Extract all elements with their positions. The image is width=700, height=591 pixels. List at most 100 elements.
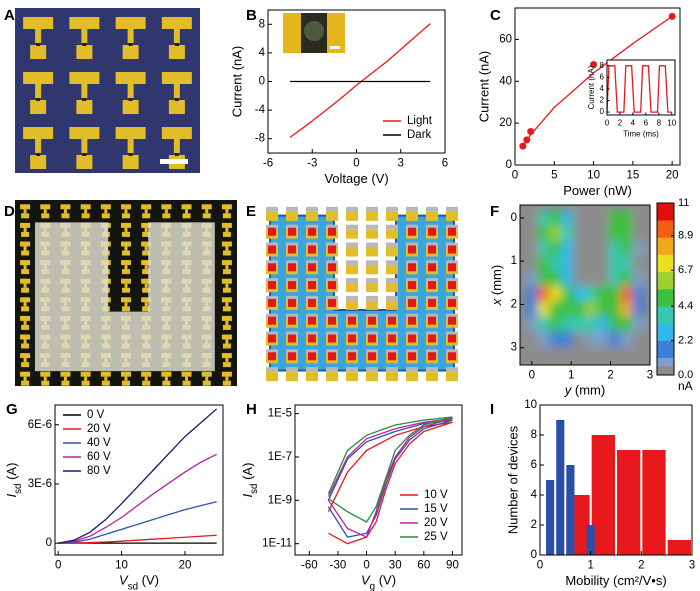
heat-cell [549, 301, 562, 317]
pad [20, 222, 31, 228]
photo-bg [15, 8, 200, 173]
y-axis-label-part: sd [249, 484, 260, 494]
pad [266, 211, 278, 221]
inset-photo-scale [330, 46, 340, 49]
pad-top [406, 206, 418, 212]
pad [115, 17, 146, 29]
pad-top [326, 349, 338, 355]
heat-cell [585, 210, 598, 227]
pad [446, 372, 458, 382]
series-line [327, 419, 453, 538]
pad [20, 260, 31, 266]
y-tick-label: 0 [46, 537, 52, 549]
lit-pixel [408, 263, 416, 272]
pad-top [406, 313, 418, 319]
pad [121, 371, 131, 377]
pad-top [406, 295, 418, 301]
heat-cell [561, 225, 574, 242]
pad [100, 204, 111, 210]
pad [225, 283, 229, 288]
pad-top [386, 331, 398, 337]
pad [101, 213, 110, 219]
pad [221, 222, 232, 228]
panel-label: C [490, 7, 501, 24]
lit-pixel [348, 352, 356, 361]
pad [346, 265, 358, 275]
series-line [289, 23, 431, 138]
pad [142, 380, 151, 386]
pad-top [266, 367, 278, 373]
colorbar-tick-label: 4.4 [678, 300, 693, 312]
bar [642, 450, 666, 555]
pad-top [266, 224, 278, 230]
pad [122, 306, 130, 312]
heatmap [520, 205, 650, 365]
colorbar-band [657, 271, 674, 290]
pad [121, 204, 131, 210]
y-tick-label: 0 [600, 107, 605, 116]
pad [81, 84, 88, 98]
pad [222, 380, 231, 386]
pad-top [326, 313, 338, 319]
panel-label: A [4, 7, 15, 24]
pad [104, 209, 108, 214]
heat-cell [585, 270, 598, 287]
lit-pixel [268, 245, 276, 254]
lit-pixel [448, 227, 456, 236]
heat-cell [620, 301, 633, 317]
pad-top [326, 295, 338, 301]
plot-frame [514, 7, 681, 166]
pad [115, 72, 146, 84]
pad [124, 246, 128, 251]
pad-top [286, 349, 298, 355]
y-tick-label: 6 [531, 459, 537, 471]
pad [225, 246, 229, 251]
lit-pixel [268, 316, 276, 325]
pad [286, 211, 298, 221]
pad [202, 213, 211, 219]
pad [161, 17, 192, 29]
heat-cell [573, 331, 586, 348]
pad [121, 297, 131, 303]
bar [546, 480, 555, 555]
heat-cell [525, 240, 539, 257]
pad [221, 204, 232, 210]
lit-pixel [308, 334, 316, 343]
lit-pixel [288, 298, 296, 307]
pad [406, 211, 418, 221]
legend-label: 15 V [424, 503, 448, 515]
colorbar-band [657, 203, 674, 221]
x-axis-label: Mobility (cm²/V•s) [565, 573, 666, 588]
pad [141, 204, 152, 210]
colorbar-tick-label: 11 [678, 197, 689, 209]
pad [221, 260, 232, 266]
pad-top [346, 331, 358, 337]
x-tick-label: 2 [618, 119, 623, 128]
pad [69, 127, 100, 139]
pad [124, 209, 128, 214]
heat-cell [596, 210, 610, 227]
pad-top [266, 295, 278, 301]
panel-label: F [490, 203, 499, 220]
pad [144, 376, 148, 381]
letter-u [34, 222, 215, 372]
heat-cell [525, 286, 539, 302]
lit-pixel [328, 352, 336, 361]
y-tick-label: 0 [531, 549, 537, 561]
lit-pixel [428, 263, 436, 272]
pad [185, 209, 189, 214]
pad [23, 265, 27, 270]
pad-top [346, 349, 358, 355]
pad [23, 209, 27, 214]
y-tick-label: 0 [511, 212, 517, 224]
pad [346, 211, 358, 221]
heat-cell [632, 286, 645, 302]
pad [76, 100, 93, 114]
pad-top [286, 242, 298, 248]
pad-top [306, 367, 318, 373]
pad [164, 376, 168, 381]
pad-top [306, 313, 318, 319]
heat-cell [632, 301, 645, 317]
pad-dot [128, 98, 133, 101]
x-tick-label: 6 [442, 157, 448, 169]
